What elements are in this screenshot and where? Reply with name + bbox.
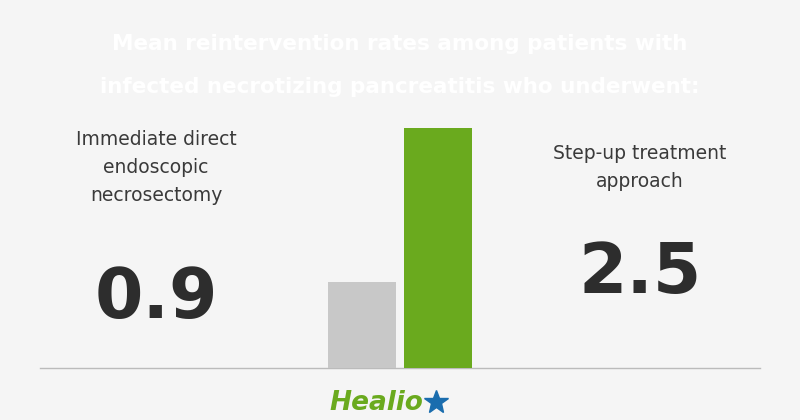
Text: 2.5: 2.5	[578, 240, 702, 307]
Bar	[404, 128, 472, 368]
Text: Step-up treatment
approach: Step-up treatment approach	[554, 144, 726, 191]
Bar	[328, 282, 396, 368]
Text: infected necrotizing pancreatitis who underwent:: infected necrotizing pancreatitis who un…	[100, 76, 700, 97]
Text: Healio: Healio	[329, 390, 423, 416]
Text: Mean reintervention rates among patients with: Mean reintervention rates among patients…	[112, 34, 688, 54]
Text: Immediate direct
endoscopic
necrosectomy: Immediate direct endoscopic necrosectomy	[76, 130, 236, 205]
Text: 0.9: 0.9	[94, 265, 218, 332]
